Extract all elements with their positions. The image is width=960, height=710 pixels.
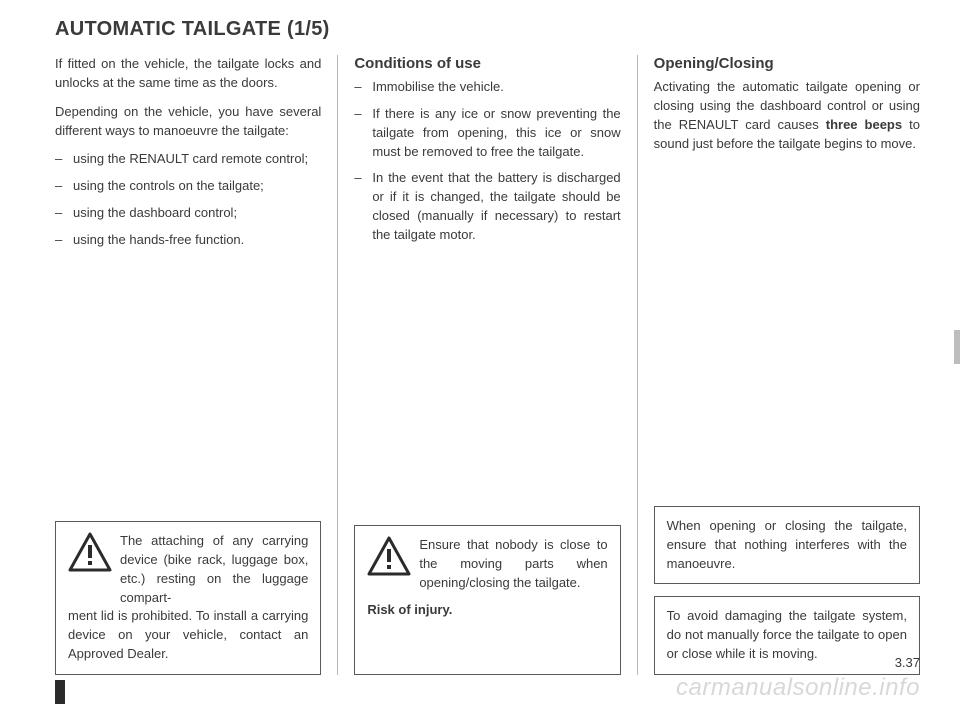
warning-triangle-icon <box>367 536 411 593</box>
warning-box-carrying-device: The attaching of any carrying device (bi… <box>55 521 321 675</box>
warning-box-moving-parts: Ensure that nobody is close to the movin… <box>354 525 620 675</box>
list-item: using the RENAULT card remote control; <box>55 150 321 169</box>
list-item: using the controls on the tailgate; <box>55 177 321 196</box>
title-main: AUTOMATIC TAILGATE <box>55 18 281 40</box>
warning-text-lead: Ensure that nobody is close to the movin… <box>419 536 607 593</box>
opening-closing-heading: Opening/Closing <box>654 55 920 72</box>
list-item: using the hands-free function. <box>55 231 321 250</box>
oc-text-bold: three beeps <box>826 117 902 132</box>
registration-mark <box>55 680 65 704</box>
note-box-interference: When opening or closing the tailgate, en… <box>654 506 920 585</box>
column-1: If fitted on the vehicle, the tailgate l… <box>55 55 337 675</box>
note-box-do-not-force: To avoid damaging the tailgate system, d… <box>654 596 920 675</box>
watermark: carmanualsonline.info <box>676 674 920 702</box>
list-item: Immobilise the vehicle. <box>354 78 620 97</box>
conditions-list: Immobilise the vehicle. If there is any … <box>354 78 620 253</box>
intro-para-2: Depending on the vehicle, you have sever… <box>55 103 321 141</box>
intro-para-1: If fitted on the vehicle, the tailgate l… <box>55 55 321 93</box>
list-item: If there is any ice or snow preventing t… <box>354 105 620 162</box>
column-2: Conditions of use Immobilise the vehicle… <box>338 55 636 675</box>
risk-of-injury: Risk of injury. <box>367 601 607 620</box>
conditions-heading: Conditions of use <box>354 55 620 72</box>
methods-list: using the RENAULT card remote control; u… <box>55 150 321 257</box>
page-title: AUTOMATIC TAILGATE (1/5) <box>55 18 920 41</box>
warning-text-cont: ment lid is prohibited. To install a car… <box>68 607 308 664</box>
column-3: Opening/Closing Activating the automatic… <box>638 55 920 675</box>
warning-text-lead: The attaching of any carrying device (bi… <box>120 532 308 607</box>
content-columns: If fitted on the vehicle, the tailgate l… <box>55 55 920 675</box>
opening-closing-para: Activating the automatic tailgate openin… <box>654 78 920 153</box>
warning-triangle-icon <box>68 532 112 607</box>
list-item: In the event that the battery is dischar… <box>354 169 620 244</box>
side-tab <box>954 330 960 364</box>
list-item: using the dashboard control; <box>55 204 321 223</box>
page-number: 3.37 <box>895 655 920 670</box>
title-part: (1/5) <box>287 18 330 40</box>
